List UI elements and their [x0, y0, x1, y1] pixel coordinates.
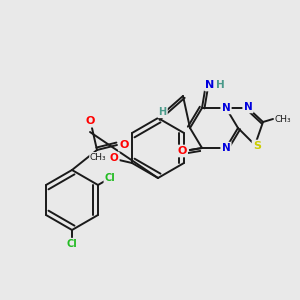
Text: CH₃: CH₃ — [275, 115, 291, 124]
Text: N: N — [244, 102, 252, 112]
Text: Cl: Cl — [67, 239, 77, 249]
Text: O: O — [110, 153, 118, 163]
Text: O: O — [177, 146, 187, 156]
Text: O: O — [85, 116, 95, 126]
Text: N: N — [222, 103, 230, 113]
Text: Cl: Cl — [105, 173, 116, 183]
Text: H: H — [158, 107, 166, 117]
Text: N: N — [222, 143, 230, 153]
Text: CH₃: CH₃ — [90, 152, 106, 161]
Text: N: N — [206, 80, 214, 90]
Text: H: H — [216, 80, 224, 90]
Text: S: S — [253, 141, 261, 151]
Text: O: O — [119, 140, 129, 150]
